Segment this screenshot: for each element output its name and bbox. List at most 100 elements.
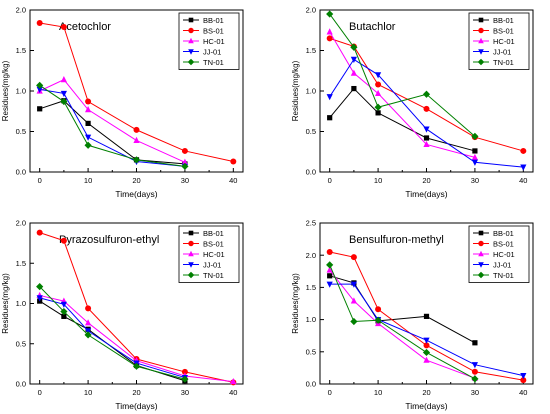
y-tick-label: 0.0 xyxy=(16,380,26,389)
legend-label: HC-01 xyxy=(203,37,225,46)
data-point xyxy=(181,368,188,375)
series-TN-01 xyxy=(326,261,479,383)
x-tick-label: 0 xyxy=(328,176,332,185)
y-tick-label: 1.5 xyxy=(16,259,26,268)
data-point xyxy=(60,307,68,316)
data-point xyxy=(84,106,92,113)
legend-swatch-marker xyxy=(478,262,484,268)
legend-swatch-marker xyxy=(477,271,485,279)
data-point xyxy=(351,85,357,92)
legend-swatch-marker xyxy=(188,230,194,236)
legend-swatch-marker xyxy=(478,27,484,34)
legend-label: TN-01 xyxy=(203,58,224,67)
data-point xyxy=(181,147,188,154)
data-point xyxy=(132,362,141,370)
y-tick-label: 1.5 xyxy=(16,46,26,55)
y-tick-label: 0.0 xyxy=(306,168,316,177)
series-line xyxy=(39,297,186,379)
legend-label: JJ-01 xyxy=(493,47,511,56)
x-tick-label: 10 xyxy=(374,176,382,185)
data-point xyxy=(422,90,431,98)
series-TN-01 xyxy=(326,10,479,140)
x-tick-label: 20 xyxy=(132,388,140,397)
data-point xyxy=(133,136,140,144)
legend-swatch-marker xyxy=(188,49,194,55)
data-point xyxy=(350,56,357,64)
x-tick-label: 10 xyxy=(84,176,92,185)
legend-label: TN-01 xyxy=(493,271,514,280)
y-axis-label: Residues(mg/kg) xyxy=(291,60,300,121)
data-point xyxy=(423,313,430,319)
x-tick-label: 30 xyxy=(471,176,479,185)
y-tick-label: 0.5 xyxy=(16,127,26,136)
data-point xyxy=(472,148,478,154)
legend-swatch-marker xyxy=(188,37,194,44)
chart-title: Acetochlor xyxy=(59,21,111,33)
data-point xyxy=(375,110,381,116)
legend-box xyxy=(178,12,240,70)
legend-label: BB-01 xyxy=(493,229,514,238)
series-TN-01 xyxy=(36,282,189,383)
legend-label: BS-01 xyxy=(203,239,224,248)
y-tick-label: 1.0 xyxy=(16,87,26,96)
x-tick-label: 10 xyxy=(84,388,92,397)
x-axis-label: Time(days) xyxy=(115,189,157,199)
data-point xyxy=(350,317,358,326)
data-point xyxy=(36,81,44,89)
legend-swatch-marker xyxy=(187,271,195,279)
series-TN-01 xyxy=(36,81,189,170)
x-tick-label: 0 xyxy=(328,388,332,397)
series-line xyxy=(329,31,476,158)
series-BS-01 xyxy=(36,229,237,386)
legend-label: HC-01 xyxy=(493,37,515,46)
data-point xyxy=(350,254,357,261)
data-point xyxy=(423,337,430,344)
data-point xyxy=(60,90,67,98)
y-tick-label: 0.5 xyxy=(306,347,316,356)
series-JJ-01 xyxy=(326,56,527,171)
legend-label: BS-01 xyxy=(493,239,514,248)
y-tick-label: 0.0 xyxy=(16,168,26,177)
x-tick-label: 40 xyxy=(229,388,237,397)
y-axis-label: Residues(mg/kg) xyxy=(1,60,10,121)
legend-swatch-marker xyxy=(188,17,194,23)
data-point xyxy=(422,348,431,357)
data-point xyxy=(374,89,382,97)
data-point xyxy=(326,94,333,101)
data-point xyxy=(350,69,357,76)
legend-swatch-marker xyxy=(188,262,194,268)
data-point xyxy=(61,313,67,319)
series-line xyxy=(39,232,234,383)
series-line xyxy=(329,37,524,152)
data-point xyxy=(37,106,43,112)
legend-swatch-marker xyxy=(478,250,484,257)
data-point xyxy=(230,158,237,165)
x-tick-label: 40 xyxy=(519,176,527,185)
data-point xyxy=(326,261,334,269)
y-tick-label: 2.5 xyxy=(306,219,316,228)
chart-panel-3: 0 10 20 30 40 0.0 0.5 1.0 1.5 2.0 Time(days) Residu… xyxy=(1,219,244,411)
series-JJ-01 xyxy=(36,86,189,170)
data-point xyxy=(84,141,92,149)
data-point xyxy=(326,35,333,42)
data-point xyxy=(84,134,92,141)
series-HC-01 xyxy=(326,28,479,161)
series-JJ-01 xyxy=(36,295,189,382)
series-BB-01 xyxy=(327,85,478,154)
legend-swatch-marker xyxy=(477,58,485,66)
data-point xyxy=(84,331,92,339)
legend-swatch-marker xyxy=(478,230,484,236)
data-point xyxy=(472,340,478,346)
series-line xyxy=(329,275,476,344)
data-point xyxy=(326,28,333,35)
data-point xyxy=(36,282,44,291)
data-point xyxy=(60,301,67,308)
y-tick-label: 2.0 xyxy=(306,251,316,260)
series-line xyxy=(39,294,234,383)
y-tick-label: 0.5 xyxy=(16,339,26,348)
y-tick-label: 1.0 xyxy=(306,87,316,96)
legend-label: BS-01 xyxy=(203,26,224,35)
x-tick-label: 20 xyxy=(422,388,430,397)
data-point xyxy=(374,72,382,79)
